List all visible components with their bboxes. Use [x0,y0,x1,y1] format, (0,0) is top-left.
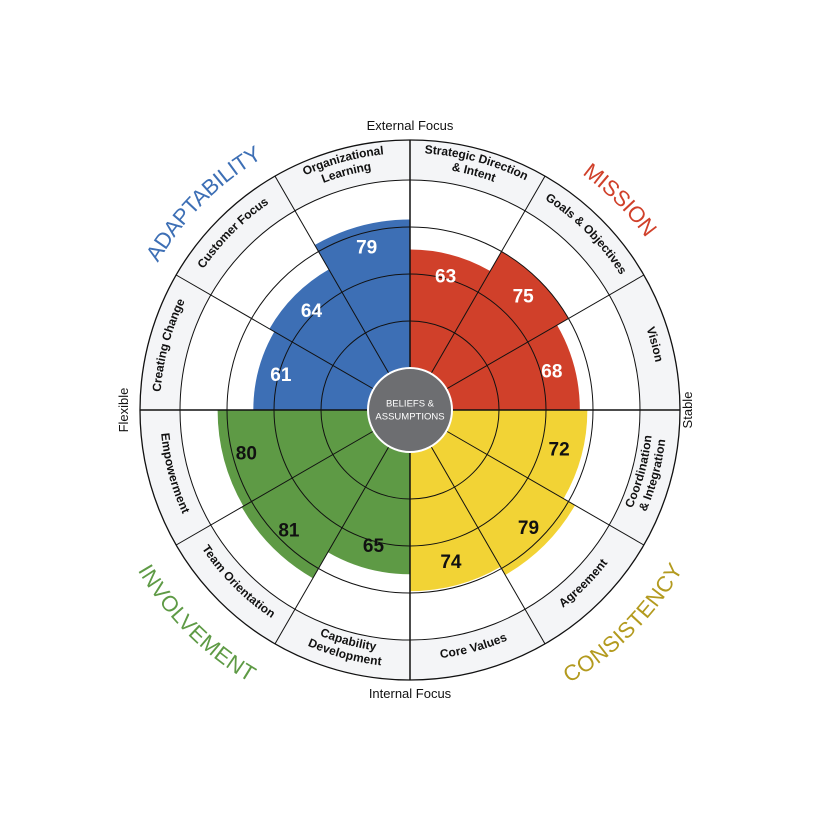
value-wedge [410,410,575,575]
center-label: ASSUMPTIONS [375,412,444,423]
data-value-label: 74 [440,552,462,573]
value-wedge [314,219,410,410]
data-value-label: 68 [541,361,562,382]
value-wedge [253,331,410,410]
axis-label-bottom: Internal Focus [369,686,452,701]
segment-divider-line [430,446,546,645]
data-value-label: 79 [356,238,377,259]
data-value-label: 64 [301,301,323,322]
grid-group [139,139,681,681]
segment-divider-line [274,446,390,645]
value-wedge [241,410,410,579]
data-value-label: 79 [518,518,539,539]
data-value-label: 61 [270,365,292,386]
data-value-label: 65 [363,536,385,557]
segment-divider-line [274,175,390,374]
value-wedge [410,249,491,410]
value-wedge [410,410,501,592]
value-wedge [269,269,410,410]
axis-label-top: External Focus [367,118,454,133]
center-label: BELIEFS & [386,399,435,410]
value-labels-group: 61 64 79 63 75 68 72 79 74 65 81 80 [236,238,570,574]
data-value-label: 72 [549,439,570,460]
data-value-label: 80 [236,443,257,464]
value-wedge [410,410,588,499]
data-value-label: 75 [513,286,535,307]
axis-label-left: Flexible [116,388,131,433]
value-wedges-group [217,219,588,592]
axis-labels-group: External Focus Internal Focus Flexible Stab… [116,118,695,701]
data-value-label: 63 [435,267,456,288]
segment-divider-line [446,274,645,390]
segment-divider-line [446,430,645,546]
center-circle [367,367,453,453]
value-wedge [217,410,410,507]
segment-divider-line [175,274,374,390]
value-wedge [410,251,569,410]
segment-divider-line [175,430,374,546]
value-wedge [410,325,580,410]
axis-label-right: Stable [680,392,695,429]
value-wedge [327,410,410,575]
segment-divider-line [430,175,546,374]
data-value-label: 81 [278,521,300,542]
center-group: BELIEFS & ASSUMPTIONS [367,367,453,453]
